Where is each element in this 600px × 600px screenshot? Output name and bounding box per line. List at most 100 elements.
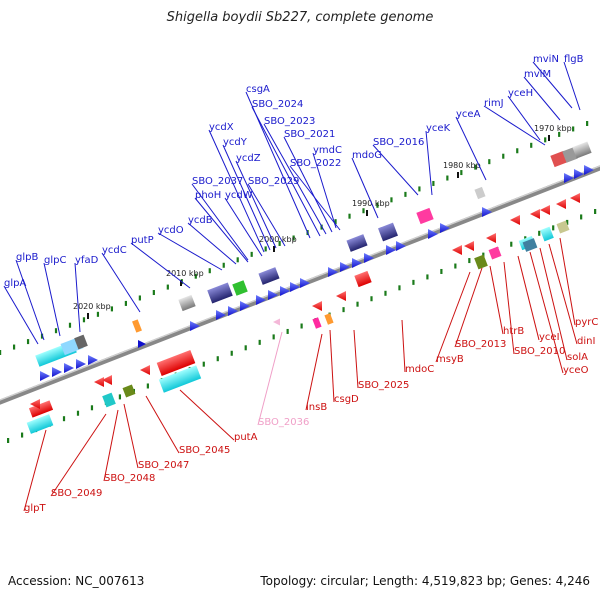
scale-tick-lower bbox=[398, 285, 401, 291]
pseudogene-label: SBO_2036 bbox=[258, 417, 309, 428]
scale-tick-lower bbox=[384, 290, 387, 296]
reverse-gene-label-leader bbox=[503, 261, 515, 355]
scale-tick-lower bbox=[202, 361, 205, 367]
scale-tick-upper bbox=[348, 213, 351, 219]
forward-gene-label: mviM bbox=[524, 69, 551, 80]
forward-gene-arrow bbox=[428, 229, 438, 239]
scale-tick-upper bbox=[278, 240, 281, 246]
reverse-gene-label-leader bbox=[435, 271, 471, 363]
scale-tick-upper bbox=[558, 131, 561, 137]
forward-gene-label: ycdC bbox=[102, 245, 127, 256]
gene-yfaD bbox=[74, 334, 88, 350]
reverse-gene-label: yceO bbox=[563, 365, 589, 376]
reverse-gene-label-leader bbox=[305, 333, 323, 411]
gene-glpT-lower bbox=[26, 414, 54, 434]
reverse-gene-label: glpT bbox=[24, 503, 46, 514]
forward-gene-arrow bbox=[240, 301, 250, 311]
genome-title: Shigella boydii Sb227, complete genome bbox=[166, 10, 434, 25]
gene-insB bbox=[312, 317, 322, 329]
scale-tick-upper bbox=[446, 175, 449, 181]
gene-SBO2048 bbox=[102, 392, 116, 408]
forward-gene-arrow bbox=[386, 245, 396, 255]
scale-tick-upper bbox=[390, 197, 393, 203]
forward-gene-arrow bbox=[228, 306, 238, 316]
forward-gene-label-leader bbox=[3, 285, 39, 345]
reverse-gene-label: putA bbox=[234, 432, 258, 443]
forward-gene-label-leader bbox=[455, 116, 487, 181]
kbp-tick-label: 1980 kbp bbox=[443, 161, 481, 170]
scale-tick-upper bbox=[96, 311, 100, 317]
forward-gene-label-leader bbox=[235, 160, 277, 249]
forward-gene-arrow bbox=[574, 169, 584, 179]
reverse-gene-label: insB bbox=[306, 402, 327, 413]
forward-gene-label-leader bbox=[245, 91, 311, 239]
forward-gene-label-leader bbox=[523, 76, 561, 121]
scale-tick-lower bbox=[440, 268, 443, 274]
gene-yceA bbox=[474, 186, 486, 200]
forward-gene-arrow bbox=[138, 340, 146, 348]
gene-phoH bbox=[258, 267, 280, 285]
forward-gene-label: flgB bbox=[564, 54, 584, 65]
reverse-gene-label-leader bbox=[123, 403, 139, 469]
forward-gene-label: ycdZ bbox=[236, 153, 261, 164]
scale-tick-lower bbox=[580, 214, 583, 220]
forward-gene-label-leader bbox=[507, 95, 541, 141]
forward-gene-label-leader bbox=[191, 183, 249, 261]
reverse-gene-label: htrB bbox=[503, 326, 524, 337]
forward-gene-arrow bbox=[340, 262, 350, 272]
scale-tick-upper bbox=[474, 164, 477, 170]
scale-tick-lower bbox=[216, 356, 219, 362]
forward-gene-label-leader bbox=[251, 106, 321, 237]
gene-ycdO bbox=[232, 280, 248, 296]
forward-gene-label-leader bbox=[208, 129, 265, 253]
forward-gene-label: SBO_2022 bbox=[290, 158, 341, 169]
scale-tick-lower bbox=[272, 334, 275, 340]
forward-gene-label: SBO_2023 bbox=[264, 116, 315, 127]
scale-tick-lower bbox=[510, 241, 513, 247]
forward-gene-arrow bbox=[52, 367, 62, 377]
kbp-tick-label: 2020 kbp bbox=[73, 302, 111, 311]
forward-gene-label-leader bbox=[283, 136, 333, 233]
forward-gene-label-leader bbox=[157, 232, 223, 271]
reverse-gene-arrow bbox=[336, 291, 346, 301]
forward-gene-label: glpC bbox=[44, 255, 66, 266]
forward-gene-label: glpA bbox=[4, 278, 26, 289]
scale-tick-upper bbox=[572, 126, 575, 132]
forward-gene-label-leader bbox=[351, 157, 379, 219]
reverse-gene-label-leader bbox=[517, 255, 540, 341]
scale-tick-lower bbox=[412, 279, 415, 285]
reverse-gene-label-leader bbox=[559, 237, 576, 326]
gene-SBO2013 bbox=[488, 246, 502, 260]
scale-tick-upper bbox=[110, 306, 114, 312]
forward-gene-arrow bbox=[88, 355, 98, 365]
forward-gene-label: phoH bbox=[195, 190, 221, 201]
scale-tick-upper bbox=[68, 322, 72, 328]
reverse-gene-arrow bbox=[102, 375, 112, 385]
forward-gene-arrow bbox=[280, 286, 290, 296]
reverse-gene-label-leader bbox=[23, 429, 47, 512]
forward-gene-arrow bbox=[64, 363, 74, 373]
scale-tick-upper bbox=[264, 246, 267, 252]
forward-gene-label-leader bbox=[224, 197, 263, 257]
scale-tick-lower bbox=[594, 208, 597, 214]
scale-tick-lower bbox=[370, 296, 373, 302]
scale-tick-upper bbox=[138, 295, 141, 301]
reverse-gene-label: mdoC bbox=[405, 364, 434, 375]
reverse-gene-label: csgD bbox=[334, 394, 359, 405]
gene-putA-lower bbox=[158, 365, 202, 393]
forward-gene-arrow bbox=[290, 282, 300, 292]
scale-tick-upper bbox=[194, 273, 197, 279]
forward-gene-label: ycdW bbox=[225, 190, 253, 201]
forward-gene-label-leader bbox=[194, 197, 249, 263]
scale-tick-upper bbox=[222, 262, 225, 268]
forward-gene-label: yceK bbox=[426, 123, 451, 134]
reverse-gene-label: SBO_2048 bbox=[104, 473, 155, 484]
scale-tick-lower bbox=[20, 432, 24, 438]
forward-gene-arrow bbox=[440, 223, 450, 233]
forward-gene-arrow bbox=[482, 207, 492, 217]
scale-tick-upper bbox=[544, 137, 547, 143]
scale-tick-upper bbox=[250, 251, 253, 257]
forward-gene-label: yceA bbox=[456, 109, 481, 120]
forward-gene-arrow bbox=[352, 258, 362, 268]
forward-gene-label: ycdY bbox=[223, 137, 248, 148]
